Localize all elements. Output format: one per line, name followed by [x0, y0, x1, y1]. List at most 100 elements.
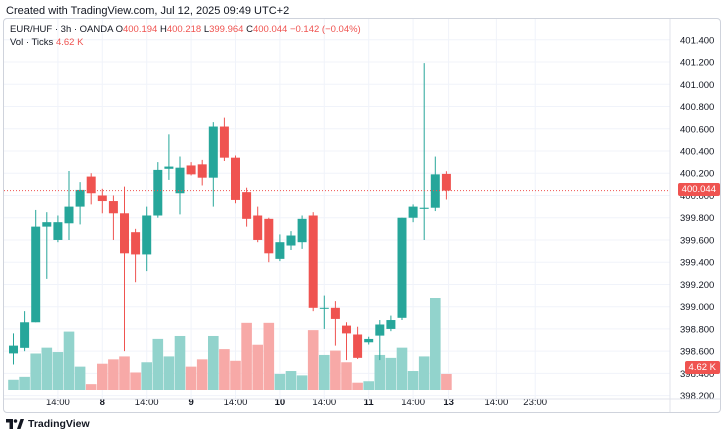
candle-body — [31, 226, 41, 323]
volume-bar — [418, 356, 430, 390]
volume-bar — [407, 371, 419, 390]
candle-body — [430, 174, 440, 208]
candle-body — [253, 215, 263, 240]
candle-body — [86, 176, 96, 194]
x-tick-label: 14:00 — [312, 397, 336, 408]
y-tick-label: 399.000 — [680, 302, 714, 313]
close-value: 400.044 — [252, 24, 288, 35]
candle-body — [342, 325, 351, 334]
x-tick-label: 10 — [275, 397, 286, 408]
candle-body — [441, 173, 451, 191]
y-tick-label: 398.200 — [680, 391, 714, 402]
last-price-label: 400.044 — [677, 183, 720, 197]
created-with-caption: Created with TradingView.com, Jul 12, 20… — [6, 5, 290, 17]
volume-bar — [208, 335, 219, 390]
ohlc-legend: EUR/HUF · 3h · OANDA O400.194 H400.218 L… — [10, 24, 361, 35]
change-value: −0.142 (−0.04%) — [289, 24, 361, 35]
volume-bar — [85, 384, 97, 390]
open-value: 400.194 — [122, 24, 158, 35]
volume-bar — [263, 322, 275, 390]
y-tick-label: 398.600 — [680, 347, 714, 358]
volume-bar — [52, 352, 64, 390]
y-tick-label: 399.200 — [680, 280, 714, 291]
x-tick-label: 14:00 — [224, 397, 248, 408]
y-tick-label: 400.400 — [680, 146, 714, 157]
volume-bar — [174, 335, 186, 390]
candle-body — [120, 213, 129, 254]
y-tick-label: 401.400 — [680, 35, 714, 46]
volume-bar — [241, 322, 252, 390]
candle-body — [275, 242, 285, 259]
volume-bar — [274, 373, 286, 390]
volume-bar — [385, 357, 397, 390]
candle-body — [231, 157, 240, 200]
candle-body — [42, 222, 52, 227]
price-volume-chart[interactable]: 401.400 401.200 401.000 400.800 400.600 400.4… — [4, 19, 721, 413]
open-label: O — [115, 24, 123, 35]
volume-bar — [252, 344, 263, 390]
volume-bar — [97, 363, 108, 390]
volume-bar — [352, 382, 363, 390]
chart-pane[interactable]: 401.400 401.200 401.000 400.800 400.600 400.4… — [3, 18, 721, 413]
volume-bar — [119, 356, 130, 390]
candle-body — [330, 307, 340, 319]
volume-bar — [341, 362, 352, 390]
volume-bar — [363, 381, 374, 390]
high-value: 400.218 — [166, 24, 202, 35]
candle-body — [108, 201, 118, 214]
x-tick-label: 14:00 — [401, 397, 425, 408]
tradingview-brand[interactable]: TradingView — [28, 418, 90, 430]
volume-bar — [230, 360, 241, 390]
close-label: C — [246, 24, 253, 35]
y-tick-label: 399.800 — [680, 213, 714, 224]
candle-body — [319, 307, 329, 309]
candle-body — [419, 207, 429, 209]
candle-body — [397, 217, 407, 318]
candle-body — [20, 322, 30, 348]
x-tick-label: 14:00 — [484, 397, 508, 408]
volume-bar — [108, 359, 119, 390]
volume-bar — [374, 354, 386, 390]
volume-bar — [63, 331, 75, 390]
x-tick-label: 11 — [364, 397, 375, 408]
volume-bar — [285, 371, 297, 390]
x-tick-label: 14:00 — [135, 397, 159, 408]
candle-body — [364, 338, 374, 343]
y-tick-label: 398.800 — [680, 324, 714, 335]
volume-bar — [19, 376, 30, 390]
low-value: 399.964 — [209, 24, 244, 35]
candle-body — [186, 165, 196, 175]
candle-body — [386, 320, 396, 329]
footer: TradingView — [6, 417, 90, 431]
candle-body — [297, 218, 307, 243]
candle-body — [9, 345, 18, 354]
volume-bar — [196, 359, 208, 390]
candle-body — [286, 235, 296, 246]
candle-body — [153, 169, 163, 216]
x-tick-label: 8 — [100, 397, 105, 408]
volume-bar — [8, 379, 19, 390]
x-tick-label: 13 — [443, 397, 454, 408]
candle-body — [53, 222, 63, 240]
candle-body — [164, 166, 174, 169]
volume-value: 4.62 K — [55, 37, 84, 48]
candle-body — [408, 206, 418, 218]
volume-bar — [163, 356, 175, 390]
candle-body — [97, 195, 107, 202]
volume-bar — [219, 349, 230, 390]
candle-body — [208, 126, 218, 178]
volume-bar — [30, 353, 41, 390]
candle-body — [75, 189, 85, 207]
volume-bar — [396, 347, 408, 390]
y-tick-label: 399.600 — [680, 235, 714, 246]
candle-body — [375, 324, 385, 336]
candle-body — [353, 334, 363, 358]
symbol-label[interactable]: EUR/HUF · 3h · OANDA — [10, 24, 113, 35]
volume-bar — [185, 366, 197, 390]
volume-label[interactable]: Vol · Ticks — [10, 37, 54, 48]
volume-bar — [441, 373, 452, 390]
candle-body — [142, 215, 152, 255]
y-tick-label: 401.000 — [680, 80, 714, 91]
candle-body — [175, 167, 185, 194]
